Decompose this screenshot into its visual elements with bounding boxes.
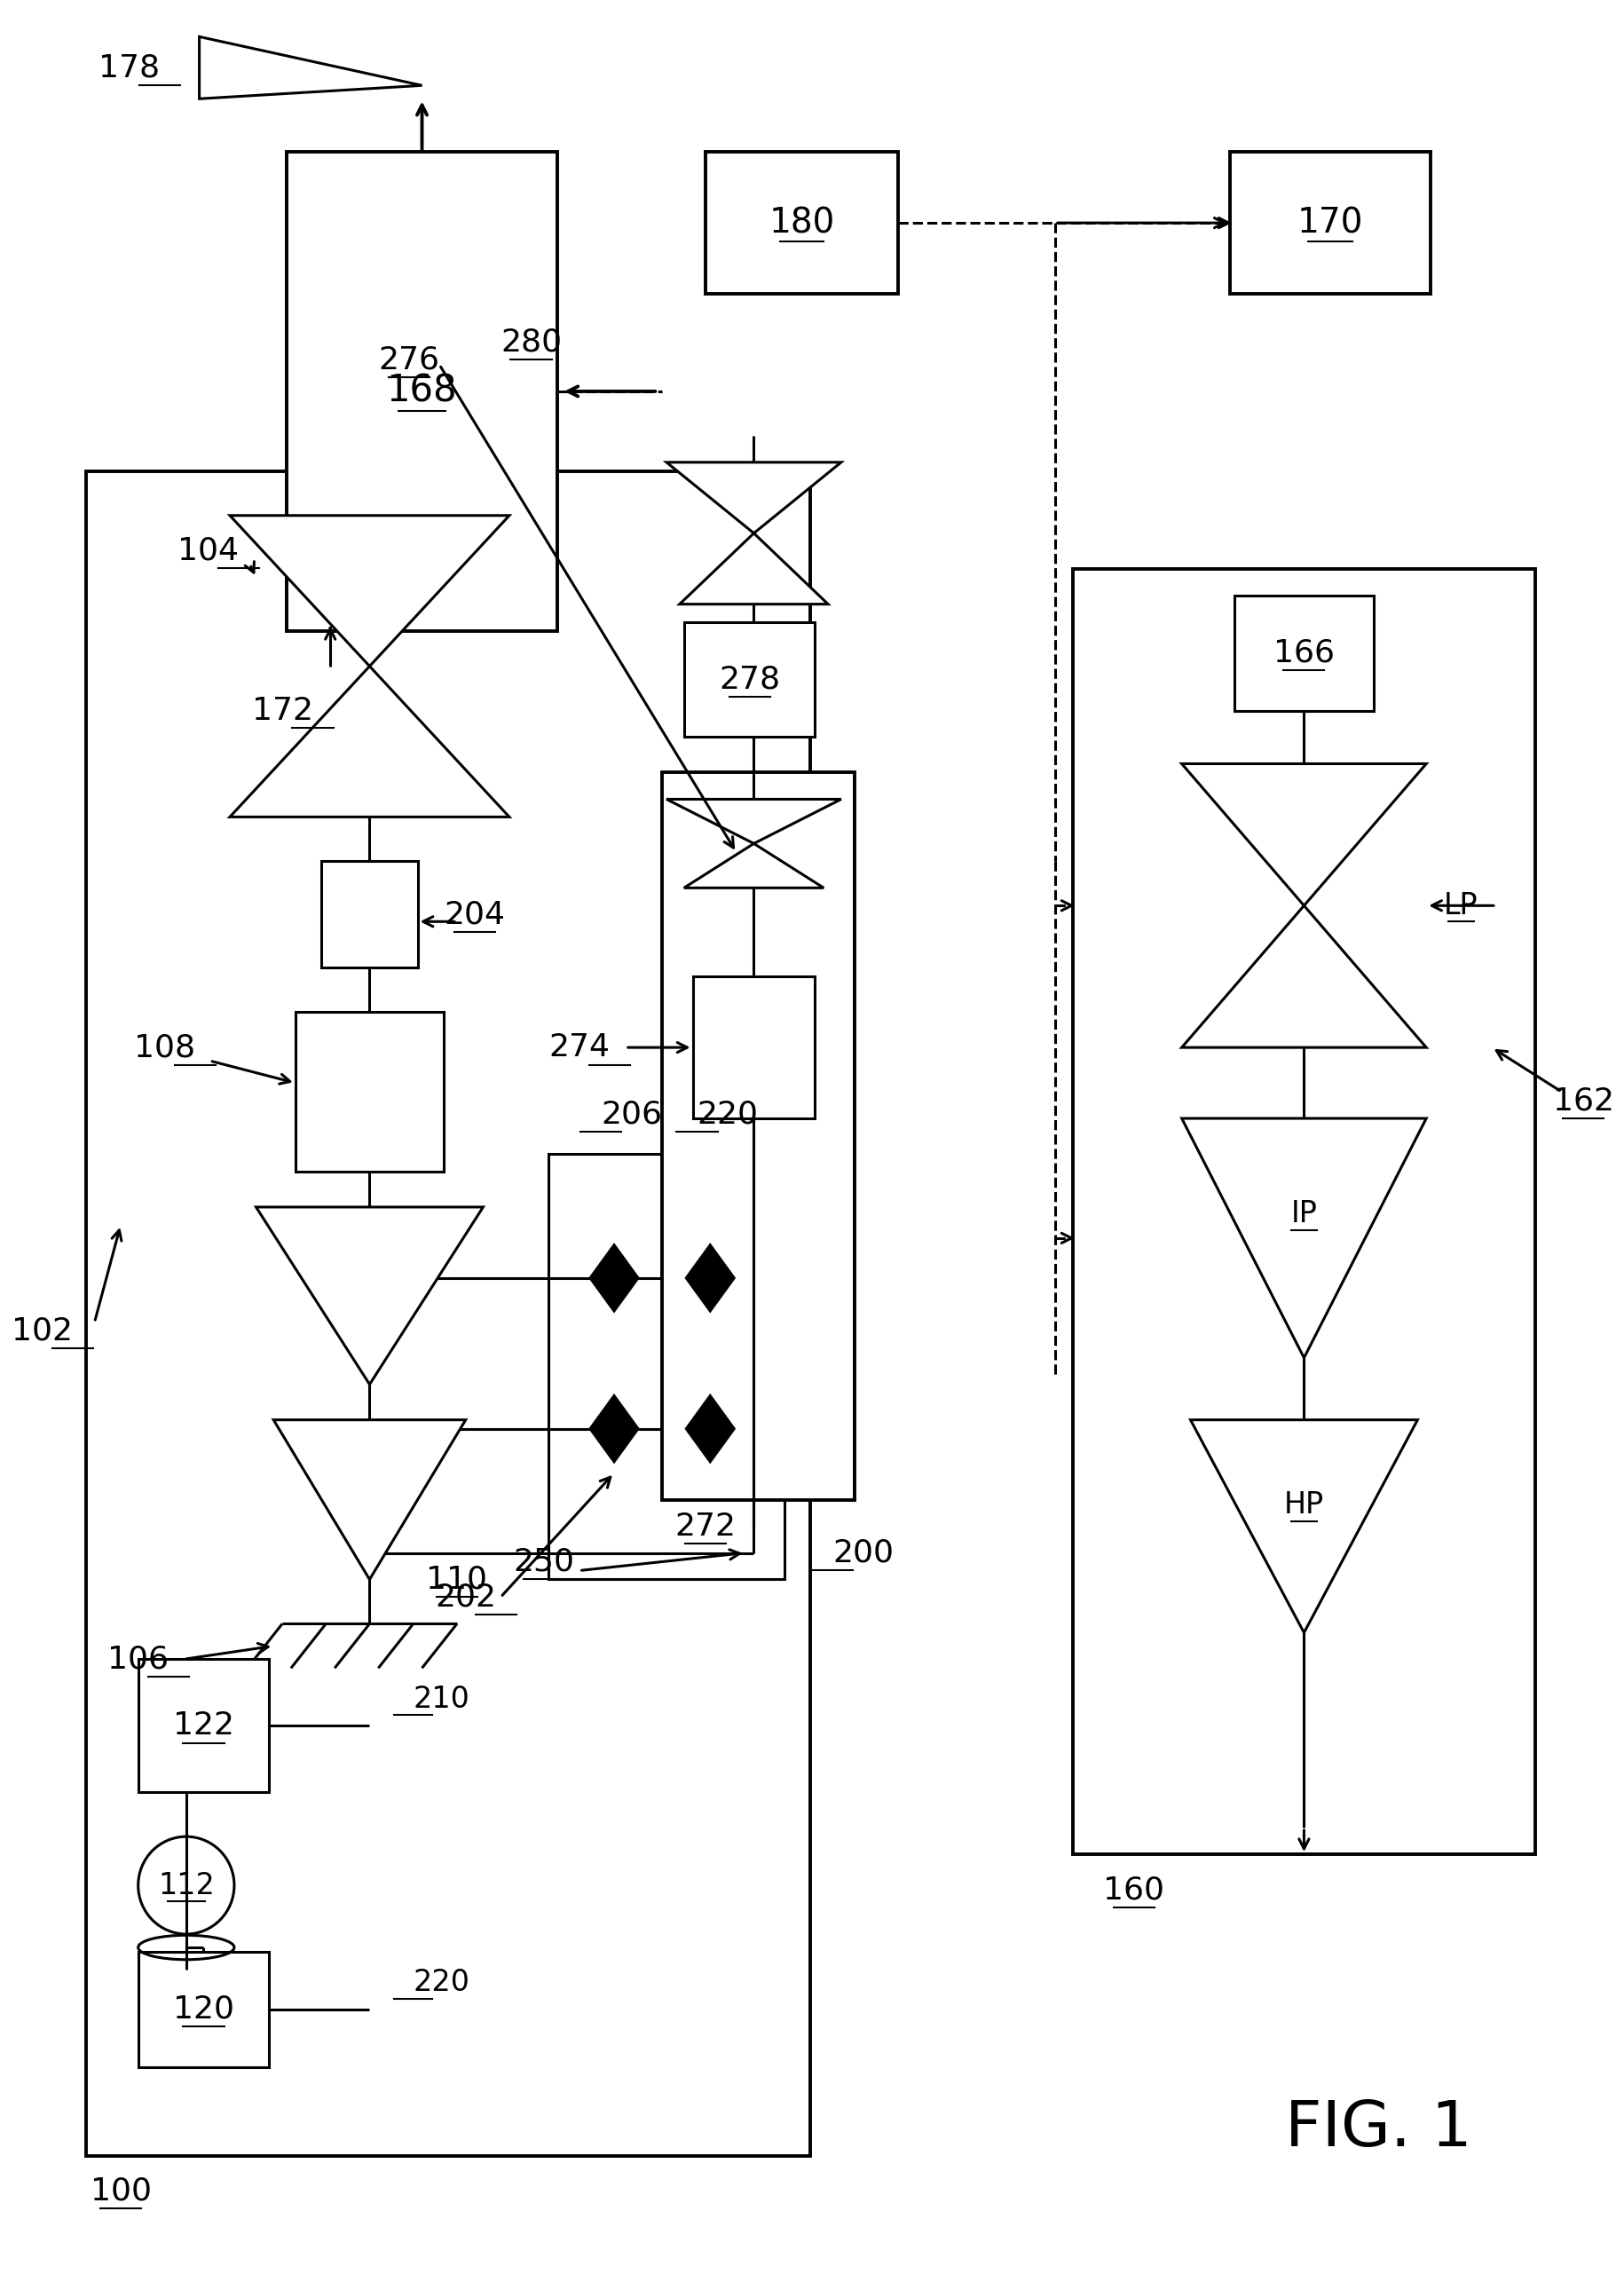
Polygon shape: [679, 534, 828, 605]
Polygon shape: [590, 1395, 638, 1463]
Bar: [1072, 568, 1535, 1855]
Text: 204: 204: [443, 900, 505, 930]
Polygon shape: [684, 843, 823, 889]
Text: 100: 100: [89, 2176, 151, 2205]
Bar: [296, 1012, 443, 1172]
Text: HP: HP: [1285, 1491, 1324, 1521]
Text: 108: 108: [133, 1033, 195, 1063]
Text: 274: 274: [549, 1033, 609, 1063]
Text: 168: 168: [387, 373, 458, 410]
Text: 166: 166: [1273, 639, 1335, 669]
Polygon shape: [1190, 1420, 1418, 1633]
Text: 170: 170: [1298, 206, 1363, 240]
Text: LP: LP: [1444, 891, 1478, 921]
Text: 102: 102: [11, 1317, 73, 1347]
Bar: [286, 151, 557, 630]
Polygon shape: [231, 515, 510, 666]
Text: 112: 112: [158, 1871, 214, 1901]
Text: 178: 178: [99, 53, 161, 82]
Text: 276: 276: [378, 346, 440, 376]
Text: 250: 250: [513, 1546, 575, 1578]
Text: 210: 210: [412, 1685, 469, 1713]
Bar: [693, 976, 815, 1118]
Polygon shape: [1182, 1118, 1426, 1358]
Bar: [86, 472, 810, 2155]
Polygon shape: [273, 1420, 466, 1580]
Text: 280: 280: [500, 327, 562, 357]
Polygon shape: [231, 666, 510, 818]
Bar: [1234, 595, 1374, 710]
Text: 202: 202: [435, 1582, 497, 1612]
Polygon shape: [200, 37, 422, 98]
Bar: [663, 772, 854, 1500]
Polygon shape: [1182, 905, 1426, 1047]
Text: 278: 278: [719, 664, 780, 694]
Bar: [138, 1660, 270, 1793]
Text: 162: 162: [1553, 1085, 1614, 1115]
Text: 122: 122: [174, 1711, 234, 1740]
Text: 220: 220: [697, 1099, 758, 1129]
Text: 180: 180: [768, 206, 835, 240]
Polygon shape: [685, 1395, 734, 1463]
Polygon shape: [685, 1243, 734, 1312]
Bar: [322, 861, 417, 969]
Text: 120: 120: [174, 1995, 234, 2024]
Text: 104: 104: [177, 536, 239, 566]
Text: 200: 200: [833, 1539, 893, 1569]
Polygon shape: [590, 1243, 638, 1312]
Text: 206: 206: [601, 1099, 663, 1129]
Polygon shape: [257, 1207, 482, 1385]
Bar: [138, 1951, 270, 2068]
Polygon shape: [1182, 765, 1426, 905]
Bar: [706, 151, 898, 293]
Text: 272: 272: [676, 1511, 736, 1541]
Text: 160: 160: [1103, 1876, 1164, 1905]
Text: FIG. 1: FIG. 1: [1285, 2098, 1471, 2159]
Text: 172: 172: [252, 696, 313, 726]
Polygon shape: [666, 799, 841, 843]
Text: 220: 220: [412, 1967, 469, 1997]
Text: 110: 110: [427, 1564, 487, 1594]
Text: 106: 106: [107, 1644, 169, 1674]
Bar: [549, 1154, 784, 1580]
Text: IP: IP: [1291, 1200, 1317, 1230]
Bar: [684, 623, 815, 737]
Bar: [1229, 151, 1431, 293]
Polygon shape: [666, 463, 841, 534]
